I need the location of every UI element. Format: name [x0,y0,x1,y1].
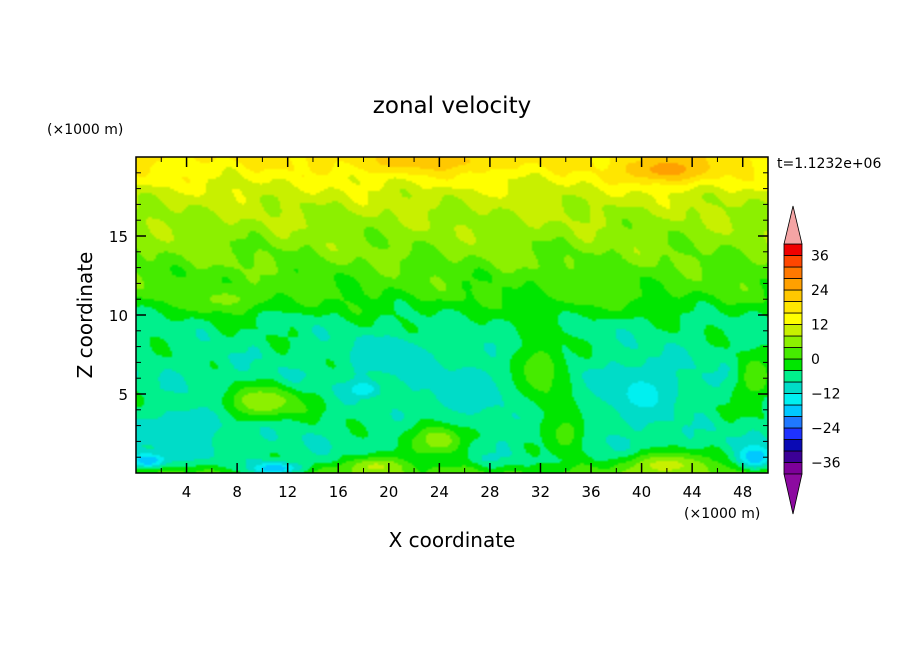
velocity-field-image [136,157,768,473]
colorbar-swatch [783,381,803,394]
time-label: t=1.1232e+06 [777,156,881,172]
colorbar-swatch [783,358,803,371]
colorbar-label: 12 [811,318,829,334]
y-axis-label: Z coordinate [73,252,97,379]
x-tick-label: 24 [430,483,449,501]
x-tick-label: 12 [278,483,297,501]
x-unit-label: (×1000 m) [684,506,760,522]
colorbar-label: −36 [811,456,841,472]
colorbar-swatch [783,335,803,348]
colorbar-under-triangle [783,473,803,515]
colorbar-swatch [783,312,803,325]
colorbar-swatch [783,301,803,314]
colorbar-swatch [783,243,803,256]
colorbar-swatch [783,266,803,279]
x-tick-label: 28 [480,483,499,501]
colorbar-swatch [783,278,803,291]
x-axis-ticks: 4 8 12 16 20 24 28 32 36 40 44 48 [160,157,752,501]
x-axis-label: X coordinate [389,528,516,552]
colorbar: 36 24 12 0 −12 −24 −36 [783,205,841,515]
x-tick-label: 44 [683,483,702,501]
colorbar-swatch [783,404,803,417]
colorbar-swatch [783,393,803,406]
x-tick-label: 4 [182,483,192,501]
colorbar-swatch [783,289,803,302]
y-tick-label: 10 [109,307,128,325]
x-tick-label: 32 [531,483,550,501]
colorbar-over-triangle [783,205,803,245]
colorbar-swatch [783,255,803,268]
y-tick-label: 5 [118,386,128,404]
colorbar-swatch [783,450,803,463]
colorbar-label: −12 [811,387,841,403]
x-tick-label: 36 [581,483,600,501]
colorbar-swatch [783,324,803,337]
contour-field [136,157,768,473]
x-tick-label: 20 [379,483,398,501]
colorbar-swatch [783,416,803,429]
y-tick-label: 15 [109,228,128,246]
colorbar-swatch [783,427,803,440]
colorbar-label: −24 [811,421,841,437]
colorbar-swatch [783,439,803,452]
x-tick-label: 40 [632,483,651,501]
colorbar-label: 36 [811,249,829,265]
colorbar-swatch [783,347,803,360]
x-tick-label: 48 [733,483,752,501]
y-unit-label: (×1000 m) [47,122,123,138]
chart-title: zonal velocity [373,93,531,119]
colorbar-label: 0 [811,352,820,368]
colorbar-swatch [783,370,803,383]
x-tick-label: 16 [329,483,348,501]
colorbar-label: 24 [811,283,829,299]
x-tick-label: 8 [232,483,242,501]
colorbar-swatch [783,462,803,475]
y-axis-ticks: 5 10 15 [109,172,768,458]
